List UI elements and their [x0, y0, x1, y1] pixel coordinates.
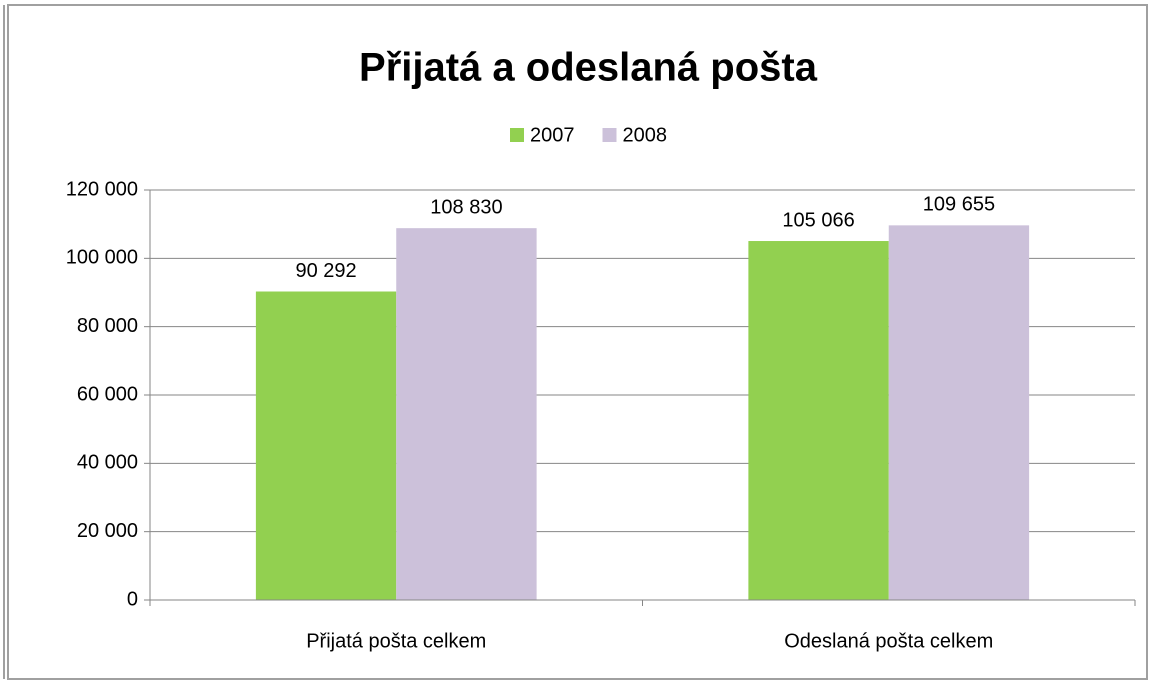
value-label: 90 292: [295, 260, 356, 282]
bar: [888, 225, 1030, 601]
bar: [396, 228, 537, 600]
y-tick-label: 120 000: [66, 178, 138, 200]
y-tick-label: 80 000: [77, 315, 138, 337]
y-tick-label: 60 000: [77, 383, 138, 405]
bar: [255, 291, 397, 600]
chart-title: Přijatá a odeslaná pošta: [359, 46, 818, 90]
x-tick-label: Odeslaná pošta celkem: [784, 630, 993, 652]
y-tick-label: 40 000: [77, 452, 138, 474]
value-label: 105 066: [782, 209, 854, 231]
value-label: 109 655: [923, 194, 995, 216]
y-tick-label: 0: [127, 588, 138, 610]
legend-swatch: [602, 128, 617, 142]
x-tick-label: Přijatá pošta celkem: [306, 630, 486, 652]
y-tick-label: 20 000: [77, 520, 138, 542]
legend-swatch: [510, 128, 524, 142]
y-tick-label: 100 000: [66, 247, 138, 269]
legend-label: 2008: [623, 124, 668, 146]
legend-label: 2007: [530, 124, 575, 146]
bar: [748, 241, 889, 600]
value-label: 108 830: [430, 196, 502, 218]
